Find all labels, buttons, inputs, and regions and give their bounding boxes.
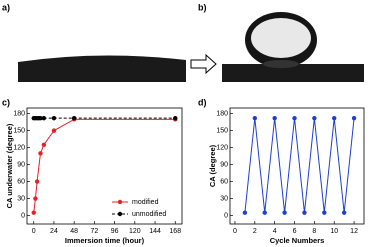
- x-tick-label: 0: [32, 228, 36, 235]
- point: [173, 115, 178, 121]
- y-axis-title: CA (degree): [208, 144, 217, 187]
- plot-frame: [26, 107, 183, 225]
- y-tick-label: 120: [13, 144, 25, 151]
- photo-b: [222, 12, 364, 82]
- point: [272, 115, 277, 121]
- point: [33, 196, 38, 201]
- point: [262, 210, 267, 215]
- y-tick-label: 60: [17, 178, 25, 185]
- point: [242, 210, 248, 215]
- legend-marker: [117, 199, 123, 205]
- x-tick-label: 0: [233, 228, 237, 235]
- x-tick-label: 24: [50, 228, 58, 235]
- photo-a: [18, 20, 186, 82]
- x-axis-title: Immersion time (hour): [65, 236, 145, 245]
- y-tick-label: 0: [21, 212, 25, 219]
- y-tick-label: 90: [17, 161, 25, 168]
- legend-label: modified: [132, 199, 159, 206]
- point: [41, 115, 47, 121]
- x-tick-label: 48: [70, 228, 78, 235]
- point: [71, 115, 77, 121]
- x-tick-label: 72: [90, 228, 98, 235]
- point: [302, 210, 307, 215]
- point: [51, 128, 57, 133]
- point: [252, 115, 258, 121]
- series-line: [33, 118, 176, 213]
- y-axis-title: CA underwater (degree): [5, 123, 14, 208]
- x-tick-label: 120: [129, 228, 141, 235]
- y-tick-label: 120: [216, 144, 228, 151]
- point: [341, 210, 347, 215]
- panel-label: d): [198, 97, 207, 107]
- x-tick-label: 144: [149, 228, 161, 235]
- panel-label: b): [198, 2, 207, 12]
- point: [282, 210, 287, 215]
- x-tick-label: 2: [253, 228, 257, 235]
- x-axis-title: Cycle Numbers: [270, 236, 325, 245]
- legend-marker: [117, 211, 123, 217]
- x-tick-label: 4: [273, 228, 277, 235]
- y-tick-label: 30: [17, 195, 25, 202]
- y-tick-label: 150: [13, 127, 25, 134]
- arrow: [190, 53, 217, 75]
- point: [51, 115, 57, 121]
- point: [332, 115, 337, 121]
- point: [34, 179, 40, 184]
- point: [351, 115, 357, 121]
- x-tick-label: 12: [350, 228, 358, 235]
- y-tick-label: 0: [224, 212, 228, 219]
- point: [41, 142, 47, 147]
- y-tick-label: 180: [216, 111, 228, 118]
- x-tick-label: 6: [293, 228, 297, 235]
- point: [312, 115, 317, 121]
- y-tick-label: 30: [220, 195, 228, 202]
- point: [31, 210, 36, 215]
- point: [322, 210, 327, 215]
- x-tick-label: 8: [312, 228, 316, 235]
- y-tick-label: 150: [216, 127, 228, 134]
- y-tick-label: 60: [220, 178, 228, 185]
- series-line: [244, 118, 355, 213]
- point: [292, 115, 297, 121]
- y-tick-label: 90: [220, 161, 228, 168]
- x-tick-label: 168: [169, 228, 181, 235]
- panel-label: a): [2, 2, 10, 12]
- point: [38, 115, 43, 121]
- x-tick-label: 10: [330, 228, 338, 235]
- panel-label: c): [2, 97, 10, 107]
- point: [38, 151, 43, 156]
- legend-label: unmodified: [132, 211, 166, 218]
- x-tick-label: 96: [111, 228, 119, 235]
- plot-frame: [229, 107, 365, 225]
- y-tick-label: 180: [13, 111, 25, 118]
